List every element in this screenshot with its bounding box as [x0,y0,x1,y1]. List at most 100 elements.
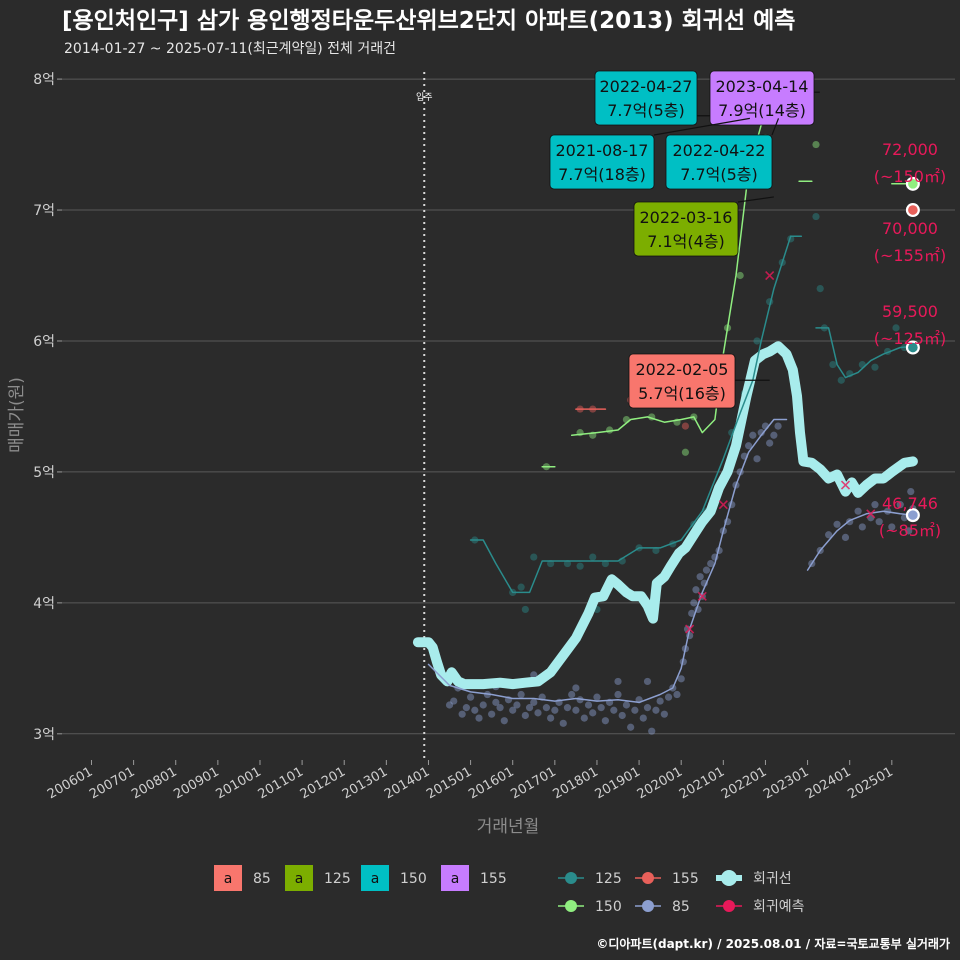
annotation-box [665,134,773,190]
scatter-point [816,285,824,293]
scatter-point [702,566,711,574]
y-axis-title: 매매가(원) [7,377,27,453]
annotation-price: 7.9억(14층) [718,101,806,120]
legend-line-label: 회귀예측 [753,899,805,915]
scatter-point [517,583,525,591]
scatter-point [892,324,900,332]
scatter-point [681,448,690,456]
scatter-point [450,697,458,705]
cross-marker [840,480,851,490]
chart-subtitle: 2014-01-27 ~ 2025-07-11(최근계약일) 전체 거래건 [64,41,396,57]
scatter-point [652,546,660,555]
scatter-point [584,701,593,709]
scatter-point [757,429,765,437]
scatter-point [488,710,496,718]
legend-fill-swatch [441,865,469,891]
prediction-value: 59,500 [882,302,938,321]
prediction-value: 46,746 [882,494,938,513]
scatter-point [534,709,542,717]
annotation-box [633,201,739,257]
scatter-point [513,701,521,709]
scatter-point [896,501,904,509]
annotation-price: 7.7억(18층) [558,165,646,184]
scatter-point [462,704,470,712]
scatter-point [660,710,668,718]
legend-point-swatch [565,872,577,884]
legend-fill-swatch [361,865,389,891]
scatter-point [525,704,534,712]
scatter-point [547,714,555,722]
cross-marker [685,624,695,634]
prediction-area: (~85㎡) [879,521,941,540]
annotation-date: 2022-02-05 [636,360,729,379]
scatter-point [475,714,483,722]
series-line-125 [815,327,914,379]
annotation-date: 2022-04-27 [600,77,693,96]
prediction-area: (~125㎡) [874,329,946,348]
annotation-box [549,134,655,190]
scatter-point [572,684,580,692]
scatter-point [496,704,504,712]
scatter-point [854,507,862,515]
scatter-point [907,487,915,496]
move-in-label: 입주 [416,91,433,103]
scatter-point [521,605,529,614]
scatter-point [690,599,698,607]
annotation-box [628,353,736,409]
legend-point-swatch [721,870,737,886]
legend: a 85 a 125 a 150 a 155 125 155 회귀선 150 85 회귀예측 [214,865,805,915]
scatter-point [614,690,622,699]
prediction-markers: 72,000 (~150㎡) 70,000 (~155㎡) 59,500 (~125㎡) 4… [874,140,946,540]
legend-line-label: 85 [672,899,690,915]
legend-point-swatch [565,900,577,912]
scatter-point [770,431,778,439]
legend-line-label: 150 [595,899,622,915]
scatter-point [542,704,551,712]
legend-fill-label: 150 [400,871,427,887]
scatter-point [812,212,820,221]
scatter-point [736,271,744,280]
scatter-point [648,727,656,735]
scatter-point [677,675,685,683]
scatter-point [631,706,639,714]
legend-point-swatch [723,900,735,912]
prediction-value: 70,000 [882,219,938,238]
scatter-point [610,706,618,714]
scatter-point [643,677,652,686]
scatter-point [652,706,660,714]
legend-fill-swatch [285,865,313,891]
series-line-85 [806,510,914,571]
scatter-point [744,442,753,450]
annotation-box [594,70,698,126]
annotation-price: 7.7억(5층) [680,165,758,184]
x-axis-title: 거래년월 [477,817,540,837]
scatter-point [614,677,622,686]
cross-marker [866,509,876,519]
legend-fill-glyph: a [451,871,460,887]
scatter-point [639,714,647,722]
scatter-point [749,431,757,439]
legend-fill-swatch [214,865,242,891]
annotation-leader [771,118,780,136]
scatter-point [589,553,597,561]
scatter-point [905,527,913,535]
annotation-date: 2022-03-16 [640,208,733,227]
scatter-point [766,439,774,447]
y-tick-label: 5억 [33,465,55,481]
regression-line [412,341,918,690]
y-tick-label: 8억 [33,72,55,88]
legend-line-label: 155 [672,871,699,887]
scatter-point [509,706,517,714]
scatter-point [837,376,845,384]
annotation-box [709,70,815,126]
annotation-price: 7.7억(5층) [607,101,685,120]
scatter-point [664,693,673,701]
legend-fill-glyph: a [295,871,304,887]
legend-point-swatch [642,900,654,912]
scatter-point [601,559,609,568]
scatter-point [500,717,508,725]
scatter-point [692,586,700,594]
scatter-point [656,697,664,705]
